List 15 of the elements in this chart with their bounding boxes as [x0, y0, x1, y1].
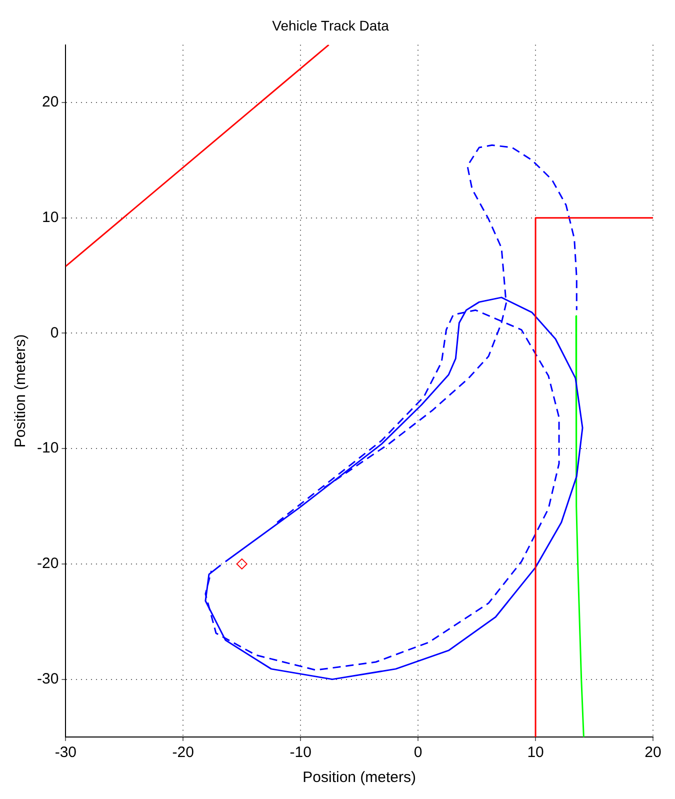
y-tick-label: -20: [36, 555, 59, 572]
y-tick-label: 0: [50, 324, 59, 342]
y-tick-label: -30: [36, 670, 59, 688]
x-tick-label: 20: [644, 744, 662, 762]
x-tick-label: 0: [414, 744, 422, 762]
x-tick-label: -10: [290, 744, 312, 762]
y-tick-label: 20: [42, 94, 59, 111]
x-tick-label: -30: [54, 744, 77, 762]
x-tick-label: -20: [172, 744, 194, 762]
y-axis-title: Position (meters): [12, 334, 30, 448]
x-tick-label: 10: [527, 744, 544, 762]
y-tick-label: -10: [36, 440, 59, 457]
y-tick-label: 10: [42, 208, 59, 226]
chart-title: Vehicle Track Data: [272, 17, 390, 34]
x-axis-title: Position (meters): [302, 769, 416, 786]
